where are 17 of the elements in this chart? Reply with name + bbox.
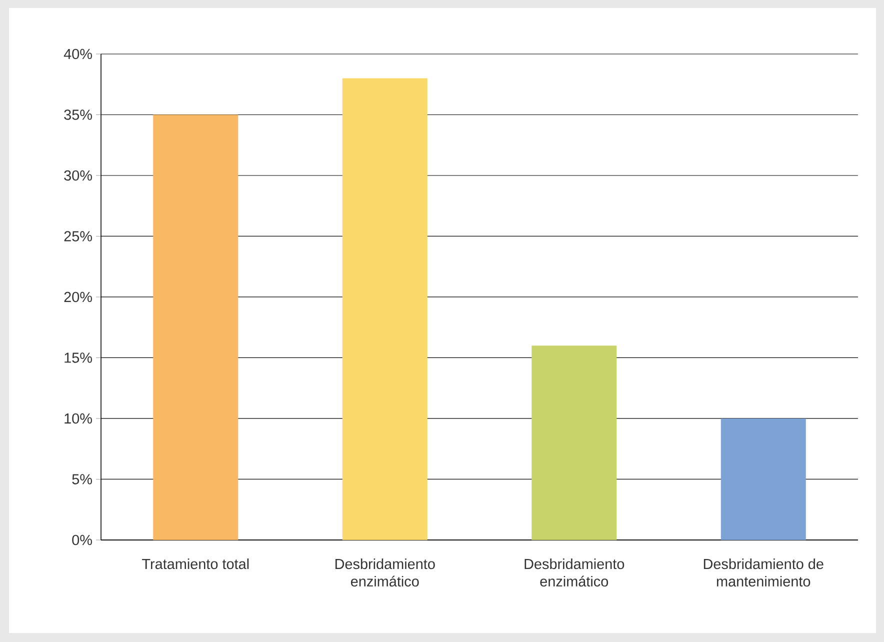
- x-tick-label: Desbridamiento enzimático: [524, 558, 624, 587]
- bar: [153, 114, 238, 540]
- y-tick-label: 0%: [72, 534, 92, 546]
- y-tick-label: 20%: [64, 292, 92, 302]
- x-tick-label: Tratamiento total: [142, 558, 249, 570]
- y-tick-label: 30%: [64, 170, 92, 181]
- y-tick-label: 40%: [64, 48, 92, 60]
- y-tick-label: 35%: [64, 110, 92, 120]
- y-tick-label: 10%: [64, 413, 92, 424]
- y-tick-label: 15%: [64, 352, 92, 363]
- bar: [342, 78, 428, 540]
- bar: [720, 418, 806, 540]
- x-tick-label: Desbridamiento de mantenimiento: [704, 558, 824, 587]
- x-tick-label: Desbridamiento enzimático: [335, 558, 435, 587]
- y-tick-label: 25%: [64, 231, 92, 242]
- y-tick-label: 5%: [72, 474, 92, 484]
- bar: [532, 346, 617, 540]
